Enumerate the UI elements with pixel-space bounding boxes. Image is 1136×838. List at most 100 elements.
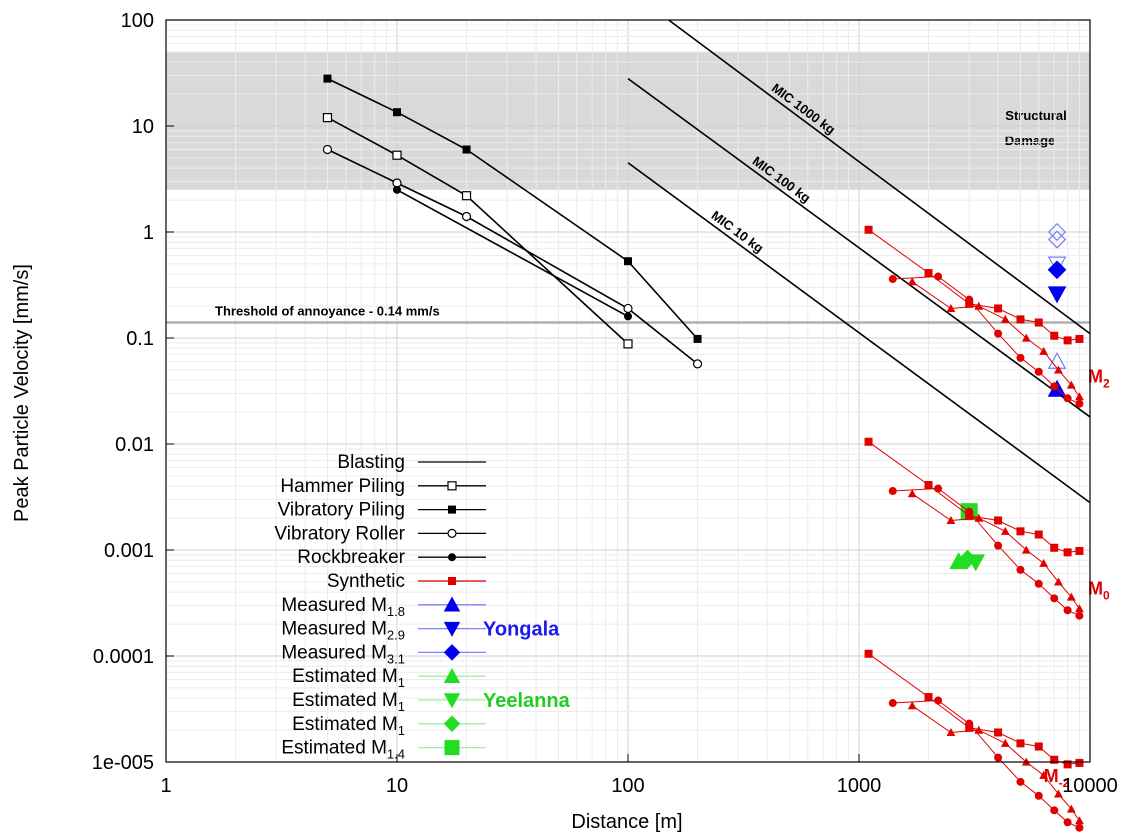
- x-tick-label: 100: [611, 775, 644, 797]
- synthetic-point: [965, 507, 974, 516]
- legend-marker: [447, 528, 457, 539]
- synthetic-point: [1039, 346, 1049, 355]
- legend-item: Estimated M1: [292, 690, 486, 714]
- synthetic-point: [1050, 331, 1059, 340]
- synthetic-point: [864, 225, 873, 234]
- synthetic-group: M-2: [864, 649, 1084, 832]
- synthetic-group: M0: [864, 437, 1110, 620]
- m-label-2: M2: [1088, 367, 1110, 391]
- point: [1047, 260, 1067, 280]
- synthetic-point: [1075, 334, 1084, 343]
- legend-label: Measured M2.9: [281, 619, 405, 643]
- series-line: [327, 116, 629, 345]
- synthetic-point: [994, 541, 1003, 550]
- blasting-line: [627, 162, 1091, 504]
- synthetic-point: [907, 489, 917, 498]
- synthetic-point: [1034, 367, 1043, 376]
- legend-item: Estimated M1: [292, 714, 486, 738]
- point: [624, 312, 632, 321]
- point: [462, 145, 471, 154]
- y-axis-title: Peak Particle Velocity [mm/s]: [11, 264, 33, 522]
- y-tick-label: 0.001: [104, 540, 154, 562]
- yeelanna-label: Yeelanna: [483, 690, 571, 712]
- legend-marker: [443, 667, 461, 683]
- legend-label: Vibratory Piling: [278, 500, 405, 521]
- point: [393, 185, 401, 194]
- point: [392, 178, 402, 188]
- legend-label: Measured M3.1: [281, 642, 405, 666]
- y-tick-label: 10: [132, 116, 154, 138]
- synthetic-point: [934, 484, 943, 493]
- synthetic-point: [1034, 579, 1043, 588]
- point: [1047, 230, 1067, 249]
- synthetic-point: [1034, 530, 1043, 539]
- synthetic-point: [994, 728, 1003, 737]
- point: [623, 339, 633, 349]
- legend-marker: [447, 481, 457, 491]
- point: [322, 144, 333, 155]
- synthetic-point: [934, 696, 943, 705]
- synthetic-point: [1066, 592, 1076, 601]
- point: [393, 108, 401, 117]
- synthetic-point: [1075, 546, 1084, 555]
- legend-item: Measured M2.9: [281, 619, 486, 643]
- synthetic-point: [1021, 333, 1031, 342]
- synthetic-point: [1063, 548, 1072, 557]
- tick-labels: 1 10 100 1000 10000 100 10 1 0.1 0.01 0.001 0.0001 1…: [92, 10, 1118, 797]
- legend-item: Measured M3.1: [281, 642, 486, 666]
- synthetic-point: [1054, 577, 1063, 586]
- y-tick-label: 0.1: [126, 328, 154, 350]
- synthetic-point: [1000, 314, 1010, 323]
- synthetic-point: [974, 513, 984, 522]
- synthetic-point: [907, 701, 917, 710]
- synthetic-point: [994, 516, 1003, 525]
- synthetic-point: [965, 719, 974, 728]
- synthetic-point: [1050, 382, 1059, 391]
- synthetic-point: [864, 437, 873, 446]
- synthetic-line: [868, 441, 1080, 553]
- synthetic-point: [1016, 565, 1025, 574]
- point: [623, 303, 633, 314]
- synthetic-point: [1021, 545, 1031, 554]
- point: [958, 549, 977, 569]
- legend-label: Rockbreaker: [297, 547, 405, 568]
- legend-marker: [443, 693, 461, 709]
- point: [624, 257, 632, 266]
- legend-item: Blasting: [337, 452, 486, 473]
- synthetic-point: [888, 275, 897, 284]
- synthetic-point: [924, 481, 933, 490]
- synthetic-point: [1016, 527, 1025, 536]
- legend-marker: [443, 644, 461, 661]
- legend-item: Vibratory Roller: [274, 523, 486, 544]
- plot-frame: [165, 19, 1091, 763]
- legend-marker: [444, 740, 460, 756]
- point: [323, 74, 332, 83]
- synthetic-point: [1016, 777, 1025, 786]
- y-tick-label: 100: [121, 10, 154, 32]
- legend-label: Estimated M1: [292, 690, 405, 714]
- synthetic-point: [1050, 594, 1059, 603]
- synthetic-point: [1054, 365, 1063, 374]
- legend-label: Synthetic: [327, 571, 405, 592]
- x-tick-label: 1000: [837, 775, 882, 797]
- legend-marker: [443, 621, 461, 637]
- synthetic-group: M2: [864, 225, 1110, 408]
- synthetic-point: [1075, 392, 1084, 401]
- m-label-0: M0: [1088, 579, 1110, 603]
- legend-item: Estimated M1.4: [281, 738, 486, 762]
- synthetic-point: [1054, 789, 1063, 798]
- synthetic-point: [965, 511, 974, 520]
- synthetic-point: [974, 301, 984, 310]
- legend-item: Hammer Piling: [280, 476, 486, 497]
- synthetic-point: [1063, 336, 1072, 345]
- synthetic-point: [1000, 526, 1010, 535]
- threshold-label: Threshold of annoyance - 0.14 mm/s: [215, 304, 440, 319]
- grid: [165, 19, 1091, 763]
- x-tick-label: 10000: [1062, 775, 1118, 797]
- x-tick-label: 10: [386, 775, 408, 797]
- synthetic-point: [1039, 770, 1049, 779]
- synthetic-point: [994, 304, 1003, 313]
- y-tick-label: 1: [143, 222, 154, 244]
- y-tick-label: 0.01: [115, 434, 154, 456]
- synthetic-line: [868, 653, 1080, 765]
